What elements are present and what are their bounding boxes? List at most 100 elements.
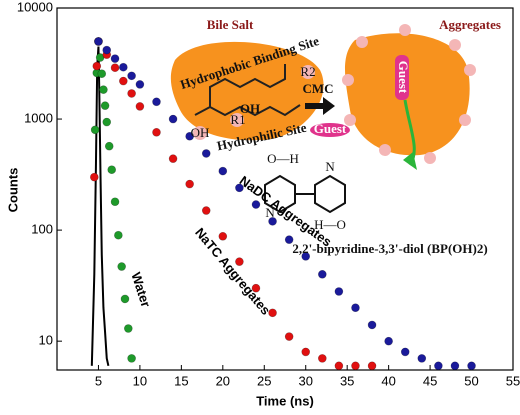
- data-point: [110, 197, 120, 207]
- data-point: [434, 361, 443, 371]
- x-tick-label: 50: [464, 373, 478, 388]
- data-point: [120, 294, 130, 304]
- annotation: O—H: [267, 151, 299, 166]
- data-point: [351, 361, 360, 371]
- data-point: [152, 97, 161, 107]
- data-point: [117, 262, 126, 271]
- x-tick-label: 10: [133, 373, 147, 388]
- data-point: [201, 149, 211, 158]
- irf-line: [90, 46, 110, 367]
- data-point: [185, 179, 194, 189]
- data-point: [92, 61, 102, 71]
- annotation: N: [265, 205, 275, 220]
- aggregate-heads: [342, 24, 476, 164]
- data-point: [367, 361, 377, 371]
- plot-data: [90, 37, 476, 371]
- data-point: [102, 45, 112, 55]
- data-point: [417, 354, 427, 363]
- bipyridine: [264, 174, 346, 214]
- annotation: 2,2'-bipyridine-3,3'-diol (BP(OH)2): [292, 241, 487, 256]
- data-point: [334, 361, 344, 371]
- annotation: H—O: [314, 217, 346, 232]
- guest-in-aggregate: [395, 55, 409, 100]
- plot-frame: [56, 7, 514, 371]
- bile-salt-diagram: [170, 24, 476, 214]
- data-point: [218, 166, 228, 176]
- r2-circle: [301, 65, 315, 79]
- y-tick-label: 10: [39, 333, 53, 348]
- data-point: [99, 85, 108, 94]
- series-label: NaTC Aggregates: [192, 225, 273, 318]
- cmc-arrow: [305, 97, 335, 115]
- data-point: [235, 183, 244, 193]
- x-axis-title: Time (ns): [256, 393, 314, 408]
- series-label: Water: [128, 270, 153, 309]
- data-point: [450, 361, 460, 371]
- data-point: [100, 101, 110, 110]
- guest-arrow-head: [403, 152, 417, 170]
- data-point: [284, 235, 294, 244]
- annotation: R1: [230, 112, 245, 127]
- data-point: [218, 231, 228, 241]
- steroid-skeleton: [194, 64, 301, 117]
- annotation: Guest: [396, 61, 411, 94]
- oh-circle: [193, 126, 207, 140]
- data-point: [97, 69, 107, 79]
- oh-circle: [230, 113, 244, 127]
- data-point: [284, 332, 294, 341]
- y-tick-label: 100: [31, 222, 53, 237]
- data-point: [114, 230, 123, 240]
- annotation: R2: [300, 64, 315, 79]
- data-point: [135, 80, 145, 89]
- data-point: [90, 125, 100, 135]
- data-point: [168, 114, 178, 124]
- y-tick-label: 1000: [24, 110, 53, 125]
- annotation: Guest: [314, 121, 347, 136]
- annotation: CMC: [302, 81, 333, 96]
- y-axis-title: Counts: [5, 168, 20, 213]
- data-point: [185, 131, 194, 141]
- x-tick-label: 55: [506, 373, 520, 388]
- x-tick-label: 15: [174, 373, 188, 388]
- x-tick-label: 35: [340, 373, 354, 388]
- data-point: [90, 172, 99, 182]
- data-point: [251, 283, 261, 293]
- annotation: OH: [191, 125, 210, 140]
- annotation: Aggregates: [439, 17, 501, 32]
- data-point: [334, 287, 344, 296]
- data-point: [251, 200, 261, 209]
- x-tick-label: 40: [381, 373, 395, 388]
- data-point: [384, 336, 393, 346]
- data-point: [127, 354, 136, 363]
- x-tick-label: 45: [423, 373, 437, 388]
- data-point: [268, 217, 277, 226]
- data-point: [119, 62, 128, 72]
- data-point: [127, 89, 136, 98]
- data-point: [119, 76, 128, 86]
- data-point: [110, 54, 120, 63]
- data-point: [301, 252, 311, 261]
- x-tick-label: 20: [216, 373, 230, 388]
- data-point: [110, 63, 120, 73]
- data-point: [467, 361, 476, 371]
- data-point: [127, 71, 136, 81]
- data-point: [102, 117, 112, 127]
- data-point: [367, 320, 377, 330]
- data-point: [124, 324, 133, 333]
- guest-ellipse: [310, 123, 350, 137]
- annotation: N: [325, 159, 335, 174]
- data-point: [135, 102, 145, 111]
- x-tick-label: 5: [95, 373, 102, 388]
- data-point: [318, 354, 327, 363]
- annotation: OH: [240, 101, 260, 116]
- data-point: [168, 154, 178, 163]
- data-point: [235, 257, 244, 266]
- data-point: [318, 270, 327, 279]
- data-point: [301, 347, 311, 357]
- data-point: [201, 206, 211, 215]
- data-point: [268, 308, 277, 318]
- data-point: [94, 37, 103, 46]
- data-point: [351, 303, 360, 313]
- data-point: [400, 347, 410, 357]
